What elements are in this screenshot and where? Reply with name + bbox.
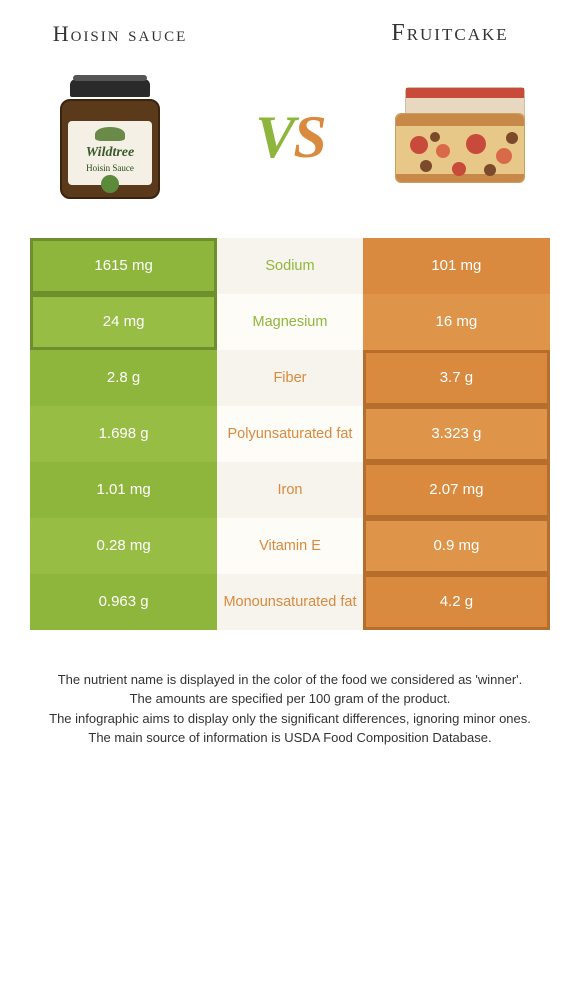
right-value: 0.9 mg bbox=[363, 518, 550, 574]
left-value: 1615 mg bbox=[30, 238, 217, 294]
footer-line-2: The amounts are specified per 100 gram o… bbox=[30, 689, 550, 709]
nutrient-label: Fiber bbox=[217, 350, 363, 406]
table-row: 24 mgMagnesium16 mg bbox=[30, 294, 550, 350]
nutrient-label: Sodium bbox=[217, 238, 363, 294]
left-value: 0.963 g bbox=[30, 574, 217, 630]
vs-label: VS bbox=[255, 103, 324, 172]
footer-notes: The nutrient name is displayed in the co… bbox=[30, 670, 550, 748]
nutrient-label: Magnesium bbox=[217, 294, 363, 350]
left-value: 1.01 mg bbox=[30, 462, 217, 518]
jar-brand: Wildtree bbox=[74, 145, 146, 161]
right-value: 3.7 g bbox=[363, 350, 550, 406]
fruit-dot bbox=[430, 132, 440, 142]
right-value: 4.2 g bbox=[363, 574, 550, 630]
right-value: 101 mg bbox=[363, 238, 550, 294]
table-row: 1615 mgSodium101 mg bbox=[30, 238, 550, 294]
left-value: 1.698 g bbox=[30, 406, 217, 462]
vs-v: V bbox=[255, 104, 293, 170]
header: Hoisin sauce Fruitcake bbox=[30, 20, 550, 48]
left-value: 24 mg bbox=[30, 294, 217, 350]
nutrient-label: Vitamin E bbox=[217, 518, 363, 574]
jar-sub: Hoisin Sauce bbox=[74, 163, 146, 173]
organic-seal-icon bbox=[101, 175, 119, 193]
table-row: 1.01 mgIron2.07 mg bbox=[30, 462, 550, 518]
fruit-dot bbox=[452, 162, 466, 176]
nutrient-label: Monounsaturated fat bbox=[217, 574, 363, 630]
fruit-dot bbox=[484, 164, 496, 176]
left-value: 0.28 mg bbox=[30, 518, 217, 574]
fruit-dot bbox=[410, 136, 428, 154]
footer-line-1: The nutrient name is displayed in the co… bbox=[30, 670, 550, 690]
table-row: 2.8 gFiber3.7 g bbox=[30, 350, 550, 406]
fruit-dot bbox=[466, 134, 486, 154]
nutrient-label: Polyunsaturated fat bbox=[217, 406, 363, 462]
fruit-dot bbox=[420, 160, 432, 172]
table-row: 0.28 mgVitamin E0.9 mg bbox=[30, 518, 550, 574]
right-value: 3.323 g bbox=[363, 406, 550, 462]
table-row: 1.698 gPolyunsaturated fat3.323 g bbox=[30, 406, 550, 462]
vs-s: S bbox=[293, 104, 324, 170]
left-food-title: Hoisin sauce bbox=[30, 21, 210, 46]
fruit-dot bbox=[496, 148, 512, 164]
right-value: 2.07 mg bbox=[363, 462, 550, 518]
footer-line-4: The main source of information is USDA F… bbox=[30, 728, 550, 748]
footer-line-3: The infographic aims to display only the… bbox=[30, 709, 550, 729]
nutrient-table: 1615 mgSodium101 mg24 mgMagnesium16 mg2.… bbox=[30, 238, 550, 630]
fruit-dot bbox=[436, 144, 450, 158]
right-value: 16 mg bbox=[363, 294, 550, 350]
fruit-dot bbox=[506, 132, 518, 144]
nutrient-label: Iron bbox=[217, 462, 363, 518]
left-value: 2.8 g bbox=[30, 350, 217, 406]
right-food-title: Fruitcake bbox=[350, 20, 550, 48]
images-row: Wildtree Hoisin Sauce VS bbox=[30, 73, 550, 203]
table-row: 0.963 gMonounsaturated fat4.2 g bbox=[30, 574, 550, 630]
hoisin-jar-image: Wildtree Hoisin Sauce bbox=[30, 73, 190, 203]
fruitcake-image bbox=[390, 73, 550, 203]
